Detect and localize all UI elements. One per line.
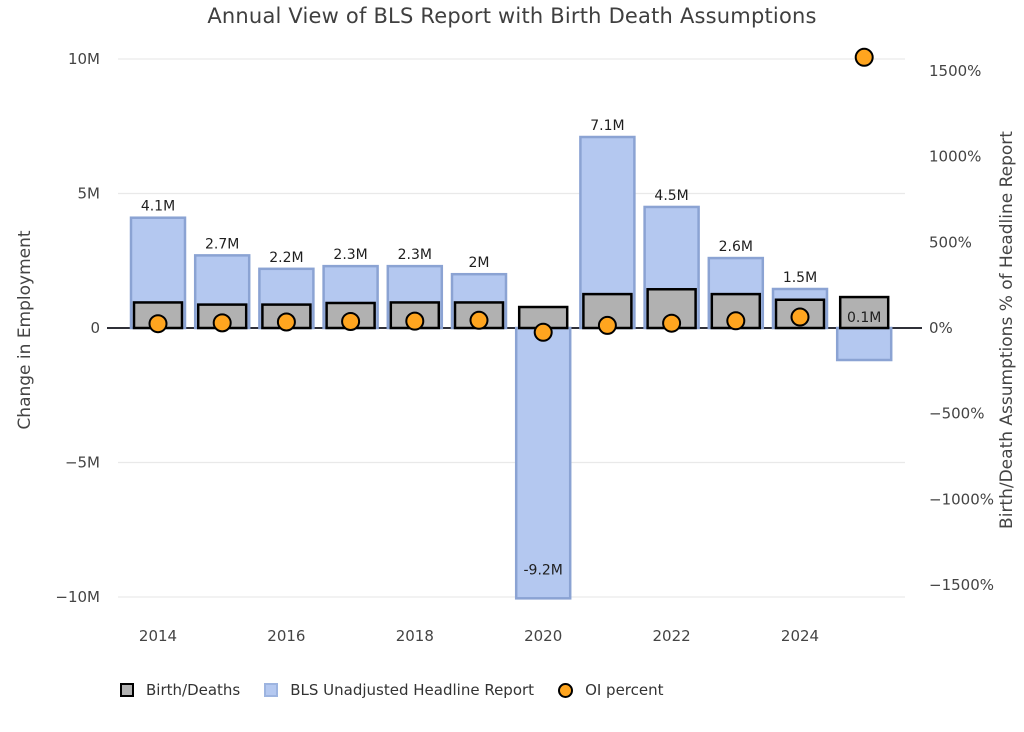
x-axis-tick-2024: 2024 [781, 627, 819, 645]
left-axis-tick: −10M [55, 588, 100, 606]
bar-value-label-2015: 2.7M [205, 236, 239, 252]
x-axis-tick-2014: 2014 [139, 627, 177, 645]
bls-headline-swatch-icon [264, 683, 279, 697]
oi-percent-dot-2025 [854, 47, 874, 67]
bar-value-label-2018: 2.3M [398, 247, 432, 263]
oi-percent-dot-2018 [405, 311, 425, 331]
legend-label: BLS Unadjusted Headline Report [290, 681, 535, 699]
legend-label: Birth/Deaths [146, 681, 241, 699]
bar-value-label-2023: 2.6M [719, 239, 753, 255]
left-axis-tick: −5M [65, 454, 100, 472]
oi-percent-dot-2021 [597, 315, 617, 335]
bar-birth-deaths-2025 [838, 295, 890, 330]
bar-value-label-2021: 7.1M [590, 118, 624, 134]
oi-percent-dot-2022 [662, 313, 682, 333]
bar-value-label-2019: 2M [469, 255, 490, 271]
oi-percent-dot-2014 [148, 314, 168, 334]
right-axis-tick: 1500% [929, 62, 981, 80]
chart-legend: Birth/Deaths BLS Unadjusted Headline Rep… [120, 681, 664, 699]
bar-value-label-2024: 1.5M [783, 270, 817, 286]
bar-value-label-2025: 0.1M [847, 310, 881, 326]
legend-item-bls-headline[interactable]: BLS Unadjusted Headline Report [264, 681, 534, 699]
oi-percent-dot-2017 [341, 311, 361, 331]
x-axis-tick-2018: 2018 [396, 627, 434, 645]
bar-value-label-2017: 2.3M [333, 247, 367, 263]
birth-deaths-swatch-icon [120, 683, 134, 697]
right-axis-tick: −500% [929, 405, 984, 423]
right-axis-tick: 1000% [929, 148, 981, 166]
left-axis-tick: 5M [78, 185, 101, 203]
bar-value-label-2022: 4.5M [654, 188, 688, 204]
oi-percent-dot-2016 [276, 312, 296, 332]
x-axis-tick-2020: 2020 [524, 627, 562, 645]
bar-value-label-2016: 2.2M [269, 250, 303, 266]
bar-bls-headline-2020 [514, 326, 572, 600]
left-axis-tick: 0 [90, 319, 100, 337]
bar-value-label-2014: 4.1M [141, 199, 175, 215]
oi-percent-dot-2023 [726, 311, 746, 331]
bar-bls-headline-2025 [835, 326, 893, 362]
right-axis-tick: 500% [929, 233, 972, 251]
left-axis-tick: 10M [68, 50, 100, 68]
right-axis-tick: −1500% [929, 576, 994, 594]
oi-percent-dot-2019 [469, 310, 489, 330]
x-axis-tick-2022: 2022 [653, 627, 691, 645]
oi-percent-marker-icon [558, 682, 574, 698]
legend-item-oi-percent[interactable]: OI percent [558, 681, 664, 699]
chart-title: Annual View of BLS Report with Birth Dea… [207, 4, 817, 28]
legend-item-birth-deaths[interactable]: Birth/Deaths [120, 681, 240, 699]
oi-percent-dot-2020 [533, 322, 553, 342]
bar-value-label-2020: -9.2M [523, 562, 562, 578]
legend-label: OI percent [585, 681, 664, 699]
right-axis-tick: 0% [929, 319, 953, 337]
x-axis-tick-2016: 2016 [267, 627, 305, 645]
right-axis-tick: −1000% [929, 490, 994, 508]
oi-percent-dot-2024 [790, 307, 810, 327]
oi-percent-dot-2015 [212, 313, 232, 333]
